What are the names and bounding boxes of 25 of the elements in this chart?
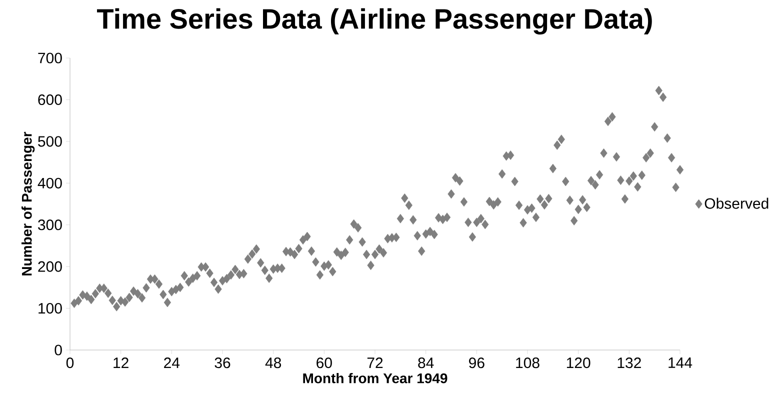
y-tick-label: 100 [38, 302, 62, 314]
x-tick-label: 144 [668, 358, 692, 368]
y-axis-title: Number of Passenger [22, 132, 35, 276]
y-tick-label: 500 [38, 136, 62, 147]
x-tick-label: 96 [469, 358, 484, 368]
y-tick-label: 400 [38, 178, 62, 188]
x-tick-label: 12 [114, 358, 128, 368]
x-tick-label: 84 [418, 358, 434, 368]
x-tick-label: 48 [265, 358, 282, 368]
x-tick-label: 24 [164, 358, 180, 368]
x-tick-label: 60 [316, 358, 332, 368]
y-tick-label: 600 [38, 94, 62, 106]
legend-label: Observed [704, 198, 768, 209]
y-tick-label: 200 [38, 261, 62, 272]
x-tick-label: 36 [214, 358, 230, 368]
y-tick-label: 300 [38, 220, 62, 230]
y-tick-label: 0 [54, 344, 62, 356]
x-axis-title: Month from Year 1949 [303, 372, 448, 384]
chart-title: Time Series Data (Airline Passenger Data) [97, 8, 652, 35]
x-tick-label: 120 [566, 358, 590, 368]
x-tick-label: 72 [367, 358, 383, 368]
x-tick-label: 0 [66, 358, 74, 368]
x-tick-label: 132 [618, 358, 641, 368]
y-tick-label: 700 [38, 52, 62, 64]
x-tick-label: 108 [516, 358, 540, 368]
